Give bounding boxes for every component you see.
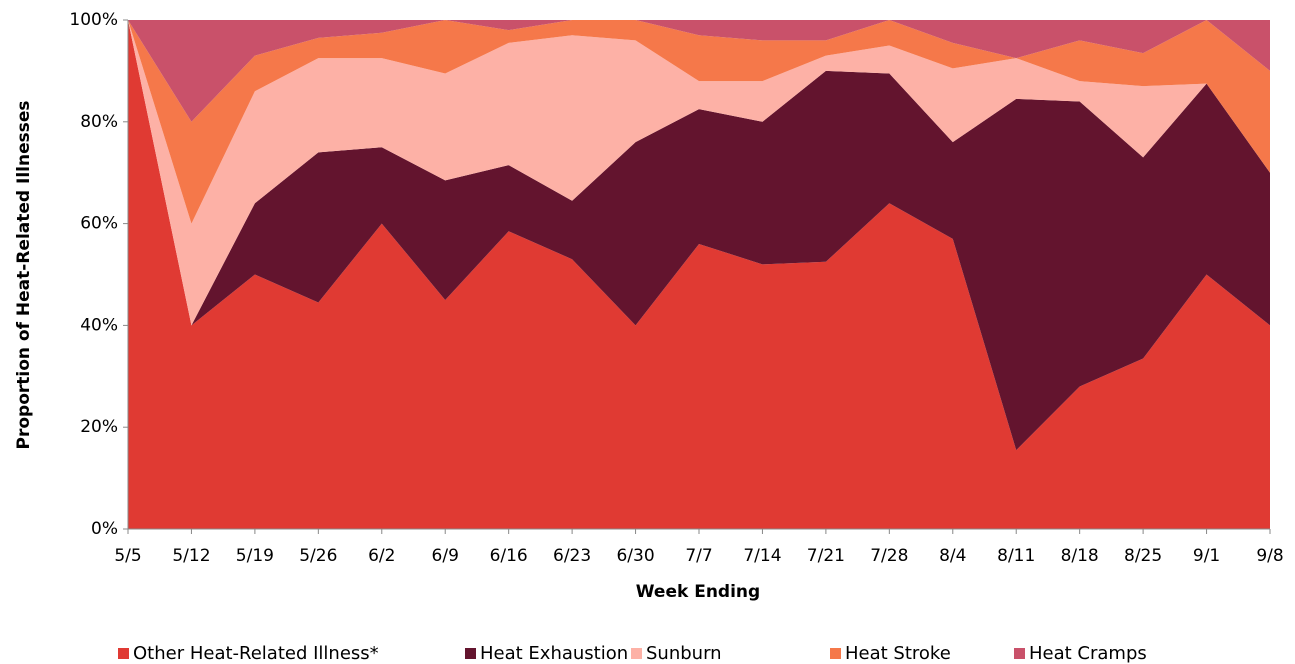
x-tick-label: 9/1 bbox=[1193, 546, 1220, 566]
legend-label: Heat Exhaustion bbox=[480, 643, 628, 664]
area bbox=[128, 20, 1270, 122]
x-tick-label: 5/5 bbox=[114, 546, 141, 566]
y-tick-label: 20% bbox=[80, 417, 118, 437]
legend-label: Heat Cramps bbox=[1029, 643, 1147, 664]
x-tick-label: 8/11 bbox=[997, 546, 1035, 566]
y-tick-label: 80% bbox=[80, 112, 118, 132]
x-axis-title: Week Ending bbox=[636, 582, 760, 602]
x-tick-label: 6/2 bbox=[368, 546, 395, 566]
x-tick-label: 8/25 bbox=[1124, 546, 1162, 566]
x-tick-label: 7/14 bbox=[743, 546, 781, 566]
legend-swatch bbox=[465, 648, 476, 659]
legend-swatch bbox=[830, 648, 841, 659]
x-tick-label: 6/23 bbox=[553, 546, 591, 566]
x-tick-label: 7/21 bbox=[807, 546, 845, 566]
area bbox=[128, 20, 1270, 451]
x-tick-label: 7/28 bbox=[870, 546, 908, 566]
y-tick-label: 60% bbox=[80, 214, 118, 234]
x-tick-label: 9/8 bbox=[1256, 546, 1283, 566]
x-tick-label: 7/7 bbox=[685, 546, 712, 566]
legend-swatch bbox=[631, 648, 642, 659]
x-tick-label: 6/30 bbox=[616, 546, 654, 566]
legend-label: Heat Stroke bbox=[845, 643, 951, 664]
x-tick-label: 5/26 bbox=[299, 546, 337, 566]
legend-label: Other Heat-Related Illness* bbox=[133, 643, 379, 664]
y-tick-label: 40% bbox=[80, 315, 118, 335]
legend-label: Sunburn bbox=[646, 643, 722, 664]
legend-swatch bbox=[1014, 648, 1025, 659]
y-tick-label: 0% bbox=[91, 519, 118, 539]
x-tick-label: 8/4 bbox=[939, 546, 966, 566]
area bbox=[128, 20, 1270, 224]
legend-swatch bbox=[118, 648, 129, 659]
x-tick-label: 6/16 bbox=[490, 546, 528, 566]
area bbox=[128, 20, 1270, 326]
area bbox=[128, 20, 1270, 529]
y-tick-label: 100% bbox=[69, 10, 118, 30]
x-tick-label: 8/18 bbox=[1061, 546, 1099, 566]
y-axis-title: Proportion of Heat-Related Illnesses bbox=[14, 101, 34, 450]
x-tick-label: 5/12 bbox=[172, 546, 210, 566]
x-tick-label: 5/19 bbox=[236, 546, 274, 566]
x-tick-label: 6/9 bbox=[432, 546, 459, 566]
